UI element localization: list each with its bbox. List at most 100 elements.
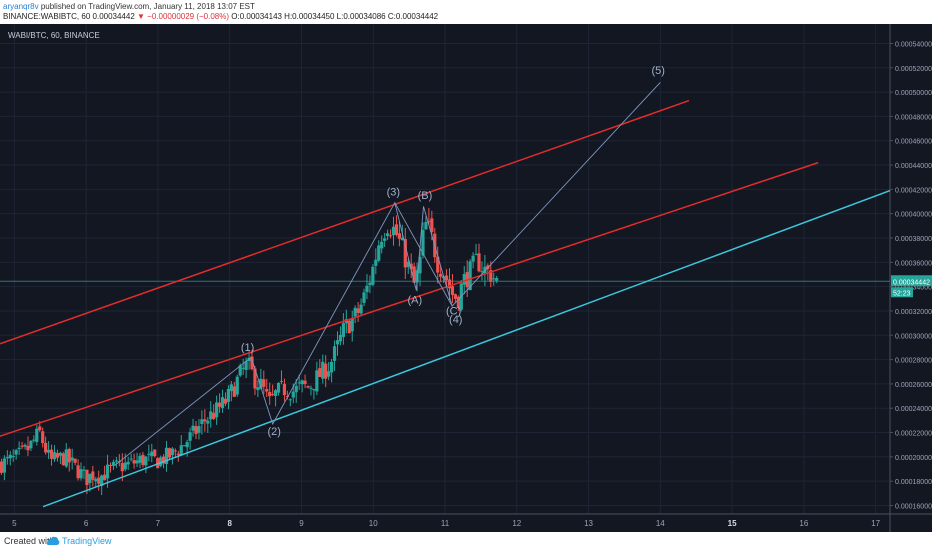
candle-body-56: [164, 447, 169, 464]
y-tick-label-14: 0.00026000: [895, 382, 932, 389]
candle-body-75: [220, 397, 225, 409]
published-text: published on TradingView.com, January 11…: [40, 2, 255, 11]
x-tick-label-4: 9: [299, 519, 304, 528]
candle-body-73: [215, 402, 219, 418]
y-tick-label-19: 0.00016000: [895, 503, 932, 510]
y-tick-label-0: 0.00054000: [895, 41, 932, 48]
candle-body-71: [209, 411, 213, 420]
candle-body-166: [489, 270, 493, 282]
candle-body-9: [26, 445, 30, 451]
candle-body-116: [341, 323, 345, 337]
tradingview-brand[interactable]: TradingView: [62, 536, 112, 546]
candle-body-23: [67, 448, 71, 463]
candle-body-107: [315, 370, 319, 392]
candle-body-8: [23, 444, 27, 447]
candle-body-78: [229, 384, 233, 392]
candle-body-38: [111, 461, 116, 466]
candle-body-63: [185, 442, 189, 448]
candle-body-79: [232, 386, 236, 397]
wave-label-3: (A): [408, 295, 423, 307]
candle-body-122: [359, 304, 363, 314]
y-tick-label-15: 0.00024000: [895, 406, 932, 413]
candle-body-111: [327, 371, 331, 377]
chart-area[interactable]: 0.00054000 0.00052000 0.00050000 0.00048000…: [0, 24, 932, 532]
publish-line: aryanqr8v published on TradingView.com, …: [3, 2, 255, 11]
candle-body-98: [288, 399, 292, 401]
x-tick-label-9: 14: [656, 519, 665, 528]
y-tick-label-12: 0.00030000: [895, 333, 932, 340]
candle-body-124: [365, 285, 369, 293]
wave-label-4: (B): [418, 190, 433, 202]
last-price-badge-label: 0.00034442: [893, 279, 930, 286]
candle-body-16: [47, 449, 51, 453]
candle-body-102: [300, 380, 304, 385]
candle-body-129: [380, 241, 384, 249]
price-change: −0.00000029 (−0.08%): [147, 12, 230, 21]
wave-label-0: (1): [241, 342, 254, 354]
price-chart[interactable]: 0.00054000 0.00052000 0.00050000 0.00048000…: [0, 24, 932, 532]
candle-body-146: [430, 218, 434, 233]
candle-body-18: [52, 452, 57, 460]
y-tick-label-6: 0.00042000: [895, 187, 932, 194]
candle-body-130: [383, 238, 387, 241]
candle-body-26: [76, 465, 80, 479]
candle-body-25: [73, 458, 77, 463]
candle-body-33: [97, 477, 101, 484]
candle-body-3: [8, 454, 12, 459]
candle-body-133: [391, 226, 396, 236]
candle-body-86: [253, 368, 257, 389]
candle-body-149: [439, 273, 443, 277]
candle-body-35: [103, 474, 107, 481]
candle-body-51: [150, 451, 154, 457]
down-arrow-icon: ▼: [137, 12, 145, 21]
candle-body-138: [406, 261, 410, 268]
candle-body-10: [29, 440, 33, 449]
candle-body-140: [412, 266, 416, 283]
candle-body-37: [108, 464, 113, 466]
candle-body-28: [82, 469, 86, 471]
candle-body-164: [483, 266, 487, 274]
y-tick-label-16: 0.00022000: [895, 431, 932, 438]
candle-body-7: [20, 445, 24, 447]
candle-body-68: [200, 419, 204, 425]
candle-body-109: [321, 361, 325, 379]
candle-body-123: [362, 292, 366, 303]
x-tick-label-1: 6: [84, 519, 89, 528]
channel-line-2: [42, 189, 891, 508]
y-tick-label-17: 0.00020000: [895, 455, 932, 462]
candle-body-24: [70, 457, 74, 461]
wave-label-6: (4): [449, 314, 462, 326]
y-tick-label-13: 0.00028000: [895, 358, 932, 365]
candle-body-142: [418, 256, 422, 274]
countdown-badge-label: 52:23: [893, 290, 911, 297]
candle-body-101: [297, 382, 301, 384]
candle-body-144: [424, 221, 428, 230]
candle-body-89: [262, 379, 266, 387]
tradingview-logo-icon: [47, 536, 60, 545]
publisher-link[interactable]: aryanqr8v: [3, 2, 39, 11]
y-tick-label-1: 0.00052000: [895, 66, 932, 73]
candle-body-127: [374, 259, 378, 266]
candle-body-72: [212, 412, 216, 419]
candle-body-161: [474, 254, 478, 256]
candle-body-44: [129, 458, 133, 460]
candle-body-4: [11, 456, 15, 458]
candle-body-136: [400, 237, 404, 241]
candle-body-60: [176, 453, 180, 456]
candle-body-34: [100, 475, 104, 487]
candle-body-46: [135, 460, 139, 464]
candle-body-62: [182, 445, 186, 447]
candle-body-148: [436, 256, 440, 273]
candle-body-134: [394, 224, 399, 235]
candle-body-66: [194, 426, 198, 434]
x-tick-label-12: 17: [871, 519, 880, 528]
candle-body-137: [403, 239, 407, 268]
x-tick-label-2: 7: [156, 519, 161, 528]
candle-body-121: [356, 308, 360, 313]
candle-body-41: [120, 463, 124, 472]
candle-body-19: [55, 452, 60, 458]
candle-body-49: [144, 456, 148, 466]
candle-body-20: [58, 452, 62, 456]
candle-body-5: [14, 450, 18, 455]
candle-body-42: [123, 462, 127, 470]
